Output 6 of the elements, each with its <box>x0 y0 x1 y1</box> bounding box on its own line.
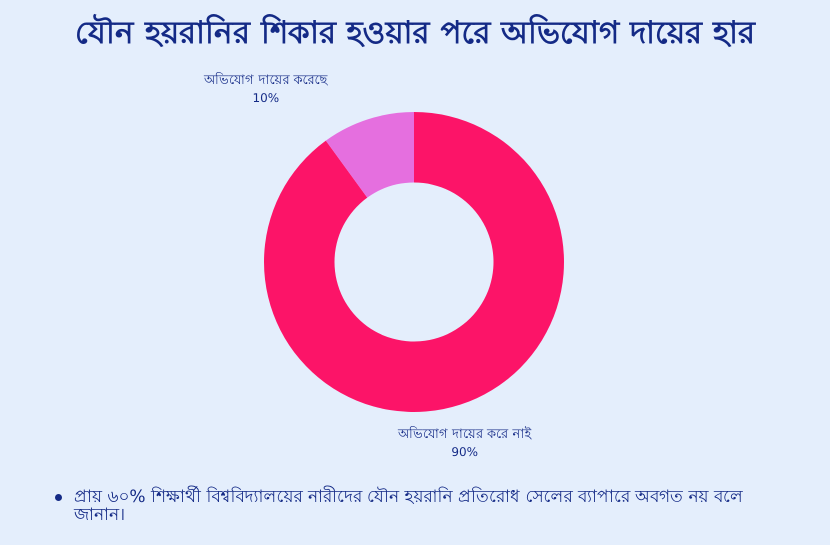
slice-label: অভিযোগ দায়ের করে নাই <box>396 426 532 442</box>
data-label: 90% <box>451 444 478 459</box>
text: প্রায় ৬০% শিক্ষার্থী বিশ্ববিদ্যালয়ের নারীদের যৌন হয়রানি প্রতিরোধ সেলের ব্যাপারে অবগত নয় বলে জানান। <box>74 487 744 525</box>
data-label: 10% <box>252 91 280 105</box>
chart-title: যৌন হয়রানির শিকার হওয়ার পরে অভিযোগ দায়ের হার <box>74 13 757 53</box>
slice-label: অভিযোগ দায়ের করেছে <box>203 72 328 88</box>
